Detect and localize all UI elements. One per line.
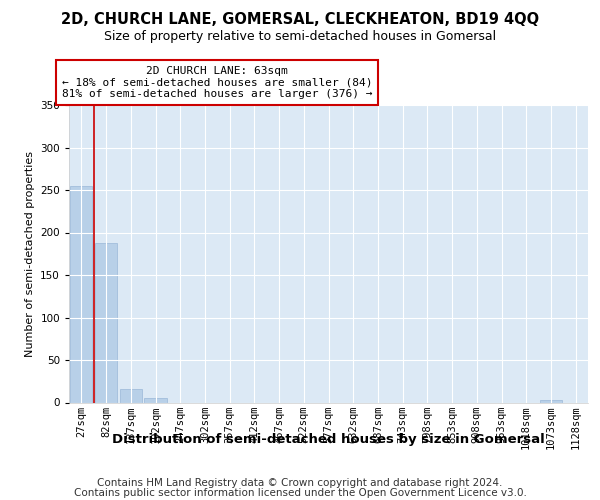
Bar (70, 186, 92, 402)
Text: Contains HM Land Registry data © Crown copyright and database right 2024.: Contains HM Land Registry data © Crown c… (97, 478, 503, 488)
Text: 2D, CHURCH LANE, GOMERSAL, CLECKHEATON, BD19 4QQ: 2D, CHURCH LANE, GOMERSAL, CLECKHEATON, … (61, 12, 539, 28)
Bar (145, 398, 167, 402)
Bar (119, 389, 142, 402)
Text: Size of property relative to semi-detached houses in Gomersal: Size of property relative to semi-detach… (104, 30, 496, 43)
Bar (540, 400, 562, 402)
Y-axis label: Number of semi-detached properties: Number of semi-detached properties (25, 151, 35, 357)
Bar (95, 242, 117, 402)
Text: Distribution of semi-detached houses by size in Gomersal: Distribution of semi-detached houses by … (112, 432, 545, 446)
Text: 2D CHURCH LANE: 63sqm
← 18% of semi-detached houses are smaller (84)
81% of semi: 2D CHURCH LANE: 63sqm ← 18% of semi-deta… (62, 66, 372, 99)
Text: Contains public sector information licensed under the Open Government Licence v3: Contains public sector information licen… (74, 488, 526, 498)
